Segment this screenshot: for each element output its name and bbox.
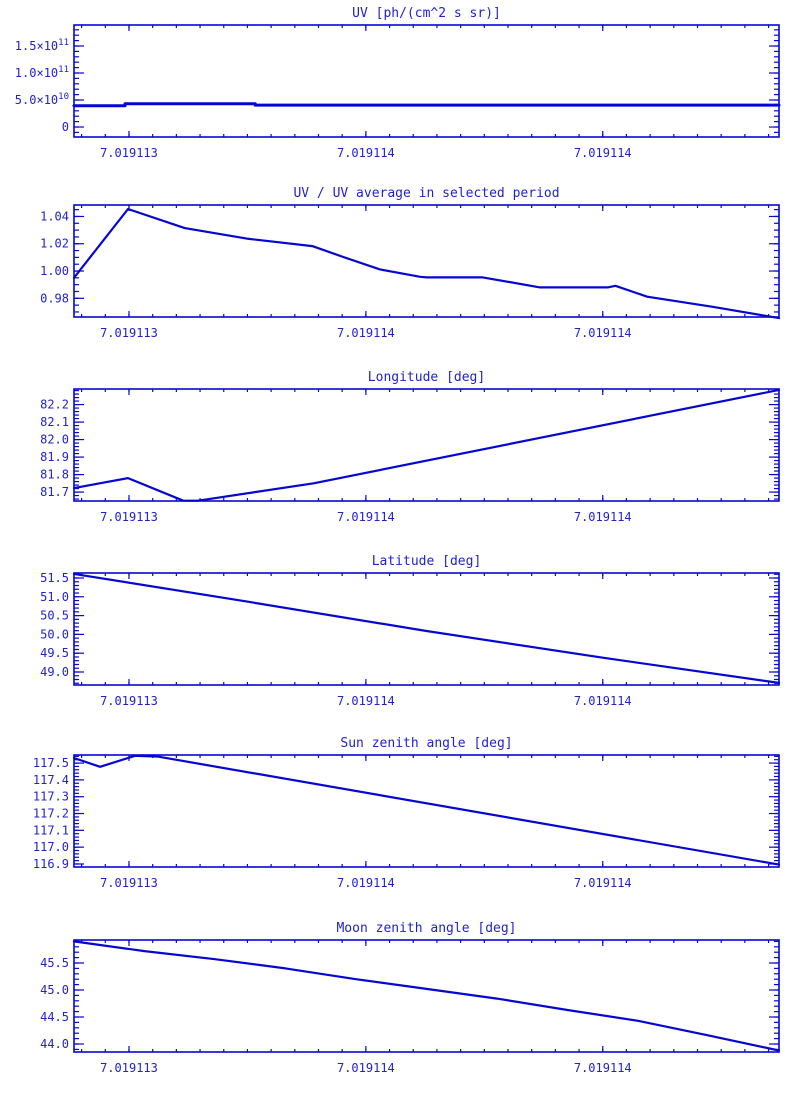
y-tick-label: 49.5: [40, 646, 69, 660]
x-tick-label: 7.019114: [337, 1061, 395, 1075]
y-tick-label: 117.1: [33, 823, 69, 837]
y-tick-label: 0.98: [40, 291, 69, 305]
y-tick-label: 45.5: [40, 956, 69, 970]
plot-sun-zenith: Sun zenith angle [deg] 7.019113 7.019114 7.…: [33, 736, 781, 890]
data-line: [72, 754, 781, 866]
plot-uv: UV [ph/(cm^2 s sr)] 7.019113 7.019114 7.019…: [15, 6, 781, 160]
y-tick-label: 1.02: [40, 237, 69, 251]
y-tick-label: 82.1: [40, 415, 69, 429]
x-tick-label: 7.019113: [100, 146, 158, 160]
x-tick-label: 7.019114: [574, 146, 632, 160]
plot-title: Longitude [deg]: [368, 370, 485, 385]
x-tick-label: 7.019113: [100, 876, 158, 890]
y-tick-label: 81.8: [40, 468, 69, 482]
axis-frame: [73, 24, 780, 138]
y-tick-label: 50.0: [40, 627, 69, 641]
y-tick-label: 82.0: [40, 433, 69, 447]
y-tick-label: 1.04: [40, 209, 69, 223]
plot-moon-zenith: Moon zenith angle [deg] 7.019113 7.019114 7…: [40, 921, 781, 1075]
x-tick-label: 7.019113: [100, 326, 158, 340]
data-line: [72, 940, 781, 1052]
y-tick-label: 81.9: [40, 450, 69, 464]
y-tick-label: 1.5×1011: [15, 38, 69, 53]
x-tick-label: 7.019114: [337, 694, 395, 708]
y-tick-label: 0: [62, 120, 69, 134]
x-tick-label: 7.019113: [100, 1061, 158, 1075]
y-tick-label: 82.2: [40, 398, 69, 412]
plot-uv-ratio: UV / UV average in selected period 7.0191…: [40, 186, 781, 340]
x-tick-label: 7.019114: [337, 326, 395, 340]
x-tick-label: 7.019113: [100, 510, 158, 524]
x-tick-label: 7.019114: [574, 1061, 632, 1075]
y-tick-label: 117.2: [33, 807, 69, 821]
y-tick-label: 51.5: [40, 571, 69, 585]
y-tick-label: 117.3: [33, 790, 69, 804]
y-tick-label: 51.0: [40, 590, 69, 604]
axis-frame: [73, 388, 780, 502]
x-tick-label: 7.019114: [574, 694, 632, 708]
x-tick-label: 7.019114: [337, 510, 395, 524]
y-tick-label: 1.00: [40, 264, 69, 278]
x-tick-label: 7.019114: [337, 876, 395, 890]
plot-title: UV / UV average in selected period: [293, 186, 559, 201]
plot-title: Sun zenith angle [deg]: [340, 736, 512, 751]
data-line: [72, 102, 781, 108]
y-tick-label: 117.5: [33, 756, 69, 770]
axis-frame: [73, 939, 780, 1053]
y-tick-label: 50.5: [40, 609, 69, 623]
y-tick-label: 1.0×1011: [15, 65, 69, 80]
plot-title: Latitude [deg]: [372, 554, 482, 569]
y-tick-label: 49.0: [40, 665, 69, 679]
data-line: [72, 572, 781, 685]
axis-frame: [73, 754, 780, 868]
y-tick-label: 45.0: [40, 983, 69, 997]
y-tick-label: 44.0: [40, 1037, 69, 1051]
x-tick-label: 7.019114: [574, 876, 632, 890]
axis-frame: [73, 572, 780, 686]
plot-longitude: Longitude [deg] 7.019113 7.019114 7.019114 8…: [40, 370, 781, 524]
plot-title: Moon zenith angle [deg]: [336, 921, 516, 936]
data-line: [72, 388, 781, 502]
x-tick-label: 7.019113: [100, 694, 158, 708]
data-line: [72, 207, 781, 320]
axis-frame: [73, 204, 780, 318]
x-tick-label: 7.019114: [574, 510, 632, 524]
x-tick-label: 7.019114: [574, 326, 632, 340]
y-tick-label: 81.7: [40, 485, 69, 499]
y-tick-label: 5.0×1010: [15, 92, 69, 107]
y-tick-label: 117.4: [33, 773, 69, 787]
y-tick-label: 116.9: [33, 857, 69, 871]
plot-latitude: Latitude [deg] 7.019113 7.019114 7.019114 49…: [40, 554, 781, 708]
y-tick-label: 117.0: [33, 840, 69, 854]
x-tick-label: 7.019114: [337, 146, 395, 160]
y-tick-label: 44.5: [40, 1010, 69, 1024]
plot-title: UV [ph/(cm^2 s sr)]: [352, 6, 501, 21]
